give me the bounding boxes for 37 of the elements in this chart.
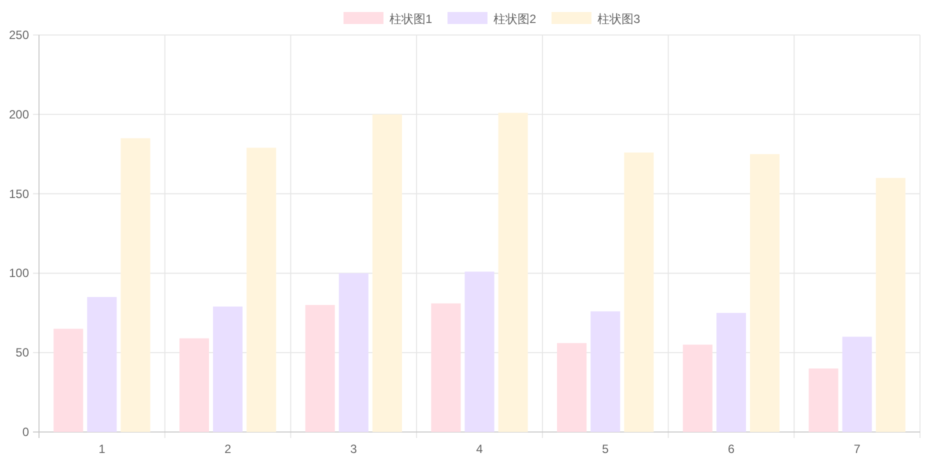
bar [842,336,872,432]
legend-label: 柱状图1 [390,12,432,26]
bar [682,344,712,432]
y-tick-label: 0 [22,425,30,439]
y-tick-label: 150 [8,186,30,201]
x-tick-label: 3 [350,442,358,456]
x-tick-label: 2 [224,442,232,456]
bar [120,138,150,432]
bar [213,306,243,432]
y-tick-label: 100 [8,266,30,280]
bar [808,368,838,432]
x-tick-label: 6 [728,442,735,456]
y-tick-label: 200 [8,107,30,122]
bar [464,272,494,432]
y-tick-label: 250 [8,28,30,42]
bar [557,343,587,432]
x-tick-label: 4 [476,442,484,456]
bar [372,114,402,432]
bar [590,311,620,432]
x-tick-label: 5 [602,442,610,456]
bar [54,328,84,432]
bar [876,178,906,432]
bar [246,148,276,432]
bar [750,154,780,432]
bar [431,303,461,432]
x-tick-label: 7 [854,442,861,456]
bar [179,338,210,432]
legend-label: 柱状图2 [494,12,536,26]
legend-label: 柱状图3 [598,12,640,26]
bar [338,273,368,432]
bar [87,297,117,432]
x-tick-label: 1 [98,442,106,456]
y-tick-label: 50 [16,346,30,360]
bar [305,304,335,432]
bar [498,112,528,432]
bar [624,152,654,432]
bar [716,312,746,432]
